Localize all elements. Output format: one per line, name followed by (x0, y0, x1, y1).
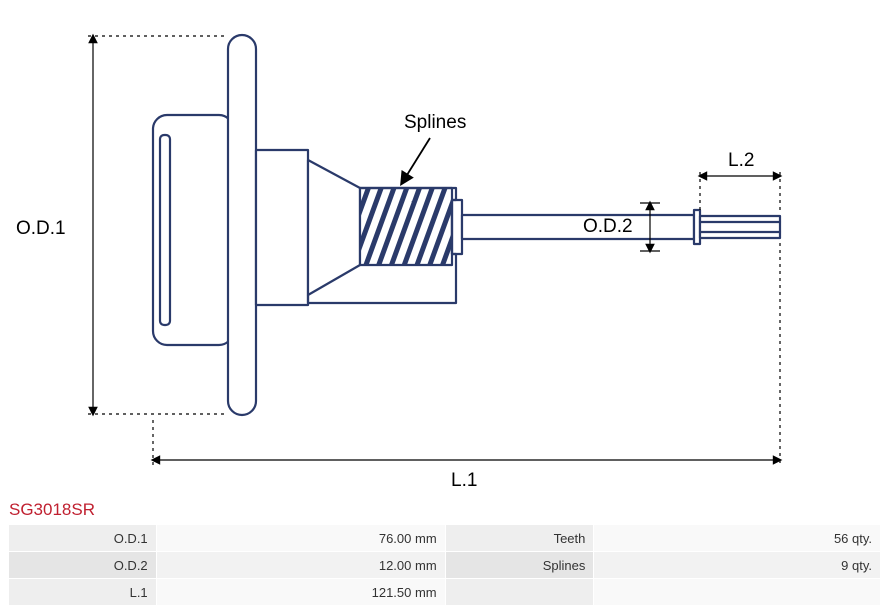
label-od2: O.D.2 (583, 216, 633, 238)
label-splines: Splines (404, 112, 466, 134)
spec-key: Splines (446, 552, 594, 578)
spec-key: L.1 (9, 579, 156, 605)
spec-val: 56 qty. (594, 525, 880, 551)
spec-val: 12.00 mm (157, 552, 445, 578)
table-row: O.D.2 12.00 mm Splines 9 qty. (9, 552, 880, 578)
spec-val (594, 579, 880, 605)
table-row: O.D.1 76.00 mm Teeth 56 qty. (9, 525, 880, 551)
spec-val: 76.00 mm (157, 525, 445, 551)
label-l2: L.2 (728, 150, 754, 172)
table-row: L.1 121.50 mm (9, 579, 880, 605)
label-od1: O.D.1 (16, 218, 66, 240)
spec-key: Teeth (446, 525, 594, 551)
spec-table: O.D.1 76.00 mm Teeth 56 qty. O.D.2 12.00… (8, 524, 881, 606)
label-l1: L.1 (451, 470, 477, 492)
spec-key: O.D.1 (9, 525, 156, 551)
spec-val: 9 qty. (594, 552, 880, 578)
spec-key (446, 579, 594, 605)
spec-key: O.D.2 (9, 552, 156, 578)
technical-diagram: O.D.1 O.D.2 L.1 L.2 Splines (0, 0, 889, 497)
part-number: SG3018SR (9, 500, 95, 520)
spec-val: 121.50 mm (157, 579, 445, 605)
